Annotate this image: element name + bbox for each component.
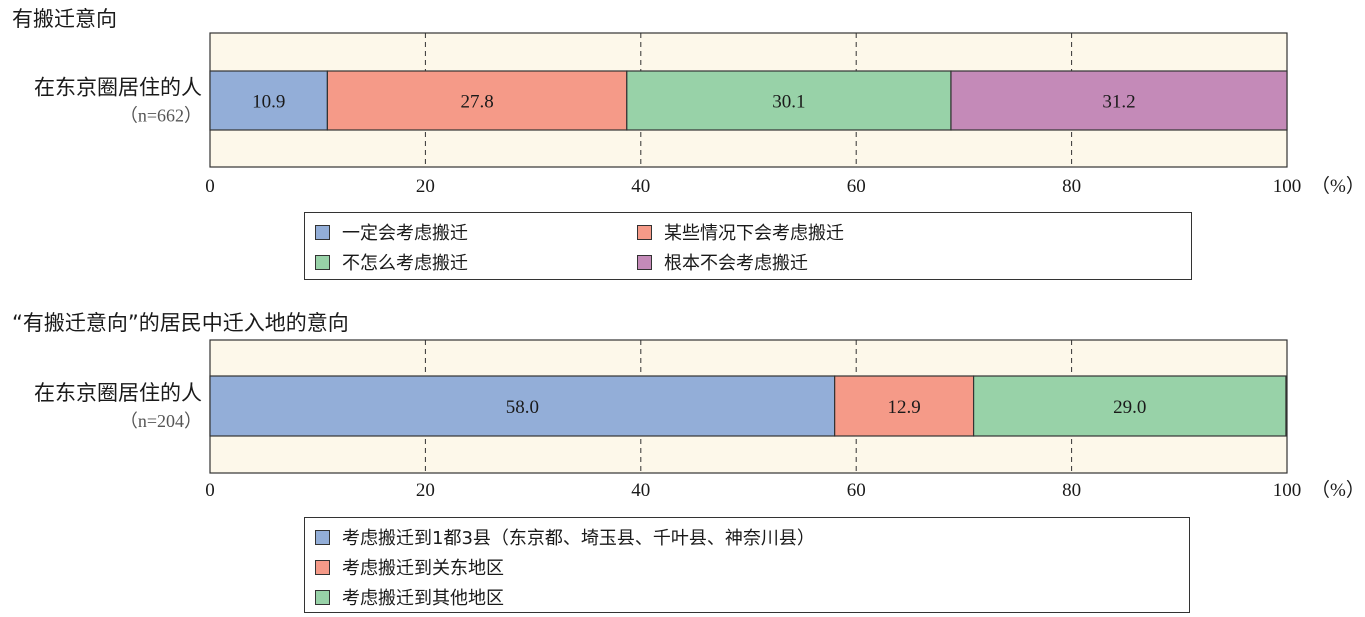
chart-title: 有搬迁意向: [12, 7, 117, 31]
tick-label: 0: [205, 480, 215, 501]
data-label: 31.2: [1102, 92, 1135, 113]
bar-segment: [326, 70, 628, 131]
legend-label: 某些情况下会考虑搬迁: [664, 223, 844, 244]
tick-label: 20: [416, 176, 435, 197]
legend-swatch: [637, 254, 652, 270]
data-label: 27.8: [460, 92, 493, 113]
unit-label: （%）: [1311, 175, 1365, 197]
legend: 考虑搬迁到1都3县（东京都、埼玉县、千叶县、神奈川县） 考虑搬迁到关东地区 考虑搬迁…: [304, 517, 1190, 613]
tick-label: 40: [631, 176, 650, 197]
tick-label: 100: [1273, 480, 1302, 501]
legend-swatch: [315, 559, 330, 575]
tick-label: 60: [847, 480, 866, 501]
tick-label: 0: [205, 176, 215, 197]
stacked-bar-chart: 10.9 27.8 30.1 31.2 0 20 40 60 80 100 （%） 在东京圈居住的人 （…: [34, 32, 1365, 197]
legend-item: 考虑搬迁到1都3县（东京都、埼玉县、千叶县、神奈川县）: [315, 526, 815, 549]
legend-item: 根本不会考虑搬迁: [637, 251, 808, 274]
legend-label: 考虑搬迁到其他地区: [342, 588, 504, 609]
legend-label: 考虑搬迁到1都3县（东京都、埼玉县、千叶县、神奈川县）: [342, 528, 815, 549]
legend-item: 一定会考虑搬迁: [315, 221, 468, 244]
legend-swatch: [315, 529, 330, 545]
chart-title: “有搬迁意向”的居民中迁入地的意向: [12, 311, 349, 335]
legend-swatch: [315, 254, 330, 270]
bar-segment: [950, 70, 1288, 131]
legend-swatch: [315, 224, 330, 240]
category-sublabel: （n=662）: [120, 106, 202, 126]
legend-label: 不怎么考虑搬迁: [342, 253, 468, 274]
unit-label: （%）: [1311, 479, 1365, 501]
tick-label: 20: [416, 480, 435, 501]
tick-label: 60: [847, 176, 866, 197]
stacked-bar-chart: 58.0 12.9 29.0 0 20 40 60 80 100 （%） 在东京圈居住的人 （n=20…: [34, 339, 1365, 501]
bar-segment: [834, 375, 975, 437]
tick-label: 80: [1062, 480, 1081, 501]
legend: 一定会考虑搬迁 某些情况下会考虑搬迁不怎么考虑搬迁 根本不会考虑搬迁: [304, 212, 1192, 280]
category-label: 在东京圈居住的人: [34, 76, 202, 100]
legend-label: 根本不会考虑搬迁: [664, 253, 808, 274]
data-label: 12.9: [888, 397, 921, 418]
legend-item: 考虑搬迁到其他地区: [315, 586, 504, 609]
data-label: 30.1: [772, 92, 805, 113]
tick-label: 80: [1062, 176, 1081, 197]
data-label: 10.9: [252, 92, 285, 113]
data-label: 29.0: [1113, 397, 1146, 418]
bar-segment: [209, 375, 836, 437]
bar-segment: [972, 375, 1287, 437]
bar-segment: [209, 70, 328, 131]
category-sublabel: （n=204）: [120, 411, 202, 431]
legend-label: 一定会考虑搬迁: [342, 223, 468, 244]
legend-swatch: [315, 589, 330, 605]
category-label: 在东京圈居住的人: [34, 381, 202, 405]
tick-label: 100: [1273, 176, 1302, 197]
legend-item: 某些情况下会考虑搬迁: [637, 221, 844, 244]
legend-item: 不怎么考虑搬迁: [315, 251, 468, 274]
legend-swatch: [637, 224, 652, 240]
legend-item: 考虑搬迁到关东地区: [315, 556, 504, 579]
chart-section-destination-intent: “有搬迁意向”的居民中迁入地的意向 58.0 12.9 29.0 0 20 40 60 80 1…: [0, 305, 1365, 617]
bar-segment: [626, 70, 952, 131]
data-label: 58.0: [506, 397, 539, 418]
tick-label: 40: [631, 480, 650, 501]
legend-label: 考虑搬迁到关东地区: [342, 558, 504, 579]
chart-section-relocation-intent: 有搬迁意向 10.9 27.8 30.1 31.2 0 20 40 60 80 100 （%） 在东京…: [0, 0, 1365, 300]
